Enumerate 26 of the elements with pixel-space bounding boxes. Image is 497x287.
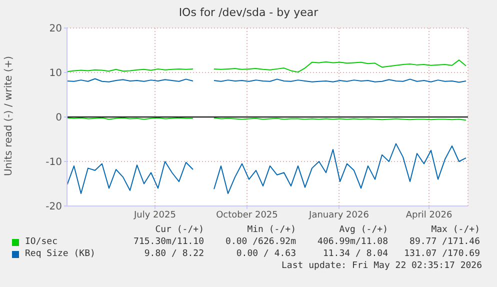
y-tick-label: 10 (49, 68, 62, 80)
text: Max (-/+) (430, 224, 480, 236)
text: Last update: Fri May 22 02:35:17 2026 (280, 260, 482, 272)
y-tick-label: -10 (46, 157, 62, 168)
text: 0.00 / 4.63 (235, 248, 296, 260)
legend-label: IO/sec (24, 236, 59, 248)
text: 715.30m/11.10 (132, 236, 204, 248)
text: Cur (-/+) (154, 224, 204, 236)
text: 0.00 /626.92m (224, 236, 296, 248)
text: 406.99m/11.08 (316, 236, 388, 248)
x-tick-label: July 2025 (133, 210, 176, 220)
y-tick-label: -20 (46, 202, 62, 213)
y-tick-label: 0 (56, 112, 62, 124)
text: 89.77 /171.46 (408, 236, 480, 248)
text: Min (-/+) (246, 224, 296, 236)
legend-label: Req Size (KB) (24, 248, 96, 260)
text: 9.80 / 8.22 (143, 248, 204, 260)
x-tick-label: April 2026 (406, 210, 452, 220)
chart-title: IOs for /dev/sda - by year (178, 6, 320, 19)
y-tick-label: 20 (49, 24, 62, 35)
text: 131.07 /170.69 (403, 248, 480, 260)
text: 11.34 / 8.04 (322, 248, 388, 260)
x-tick-label: January 2026 (308, 210, 370, 220)
y-axis-title: Units read (-) / write (+) (4, 56, 14, 176)
text: Avg (-/+) (338, 224, 388, 236)
x-tick-label: October 2025 (216, 210, 278, 220)
